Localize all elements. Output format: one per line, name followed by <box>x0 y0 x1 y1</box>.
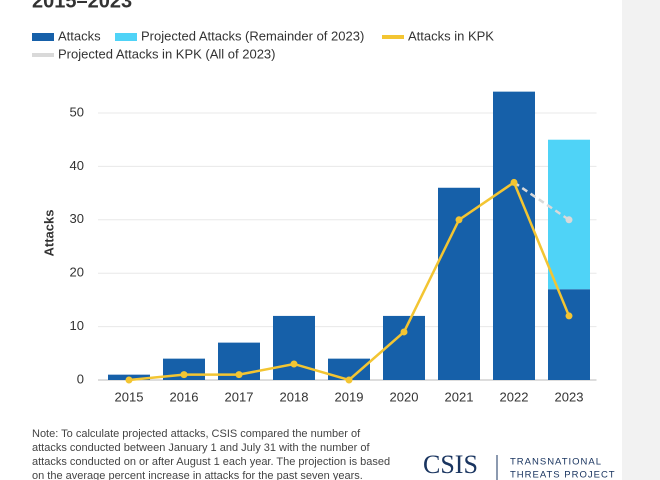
y-axis-label: Attacks <box>41 210 56 257</box>
note-line: attacks conducted on or after August 1 e… <box>32 456 390 468</box>
y-tick-label: 10 <box>70 318 84 333</box>
line-point <box>455 216 463 224</box>
y-tick-label: 50 <box>70 104 84 119</box>
bar <box>548 139 590 290</box>
bar <box>383 315 425 380</box>
y-tick-label: 0 <box>77 371 84 386</box>
y-tick-label: 20 <box>70 265 84 280</box>
legend-label: Projected Attacks in KPK (All of 2023) <box>58 46 276 61</box>
x-tick-label: 2023 <box>555 389 584 404</box>
x-tick-label: 2019 <box>335 389 364 404</box>
line-point <box>400 328 408 336</box>
note-line: attacks conducted between January 1 and … <box>32 442 370 454</box>
line-point <box>565 216 573 224</box>
legend-swatch <box>115 33 137 41</box>
chart-title: 2015–2023 <box>32 0 132 12</box>
legend-swatch <box>32 33 54 41</box>
y-tick-label: 40 <box>70 158 84 173</box>
logo-line: TRANSNATIONAL <box>510 457 602 468</box>
x-tick-label: 2021 <box>445 389 474 404</box>
x-tick-label: 2016 <box>170 389 199 404</box>
line <box>513 181 570 221</box>
line-point <box>235 371 243 379</box>
x-tick-label: 2020 <box>390 389 419 404</box>
line-point <box>125 376 133 384</box>
x-tick-label: 2015 <box>115 389 144 404</box>
line-point <box>565 312 573 320</box>
logo-line: THREATS PROJECT <box>510 470 616 480</box>
bar <box>493 91 535 380</box>
legend-label: Attacks in KPK <box>408 28 494 43</box>
bar <box>548 289 590 380</box>
line-point <box>290 360 298 368</box>
line-point <box>510 178 518 186</box>
line-point <box>180 371 188 379</box>
legend-label: Projected Attacks (Remainder of 2023) <box>141 28 364 43</box>
x-tick-label: 2022 <box>500 389 529 404</box>
logo-name: CSIS <box>423 450 478 479</box>
note-line: on the average percent increase in attac… <box>32 470 363 480</box>
note-line: Note: To calculate projected attacks, CS… <box>32 428 361 440</box>
legend-label: Attacks <box>58 28 101 43</box>
line-point <box>345 376 353 384</box>
bar <box>273 315 315 380</box>
bar <box>328 358 370 380</box>
x-tick-label: 2018 <box>280 389 309 404</box>
x-tick-label: 2017 <box>225 389 254 404</box>
margin <box>622 0 660 480</box>
y-tick-label: 30 <box>70 211 84 226</box>
